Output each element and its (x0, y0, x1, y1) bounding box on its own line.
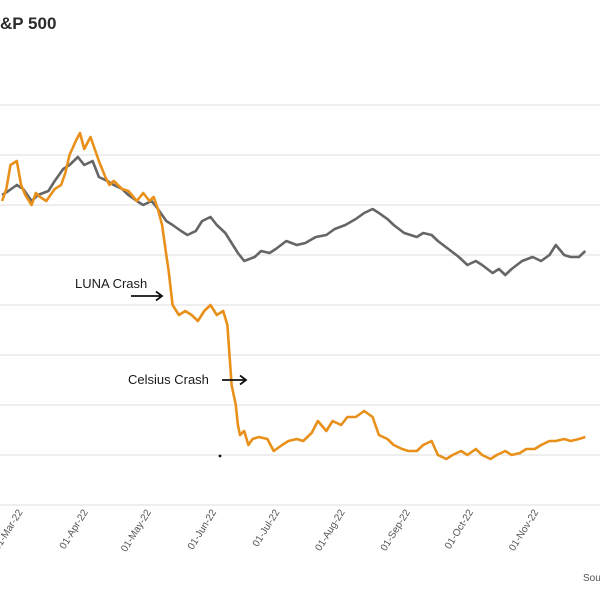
x-tick-label: 01-Jul-22 (251, 507, 283, 549)
annotation-arrowhead (239, 374, 248, 386)
x-tick-label: 01-Nov-22 (507, 507, 541, 553)
series-group (0, 131, 587, 461)
x-tick-label: 01-May-22 (119, 507, 154, 554)
x-tick-label: 01-Sep-22 (379, 507, 413, 553)
x-tick-label: 01-Oct-22 (443, 507, 476, 551)
x-tick-label: 01-Mar-22 (0, 507, 26, 552)
x-axis-ticks: 01-Mar-22 01-Apr-22 01-May-22 01-Jun-22 01-J… (0, 507, 542, 554)
annotation-arrowhead (155, 290, 164, 302)
series-line-gray (1, 155, 587, 277)
grid-group (0, 104, 600, 506)
annotation-label: LUNA Crash (75, 276, 147, 291)
annotation-label: Celsius Crash (128, 372, 209, 387)
chart-title: &P 500 (0, 14, 57, 33)
stray-dot (218, 454, 222, 458)
x-tick-label: 01-Apr-22 (58, 507, 91, 551)
x-tick-label: 01-Aug-22 (314, 507, 348, 553)
x-tick-label: 01-Jun-22 (186, 507, 219, 551)
annotation-group: LUNA Crash Celsius Crash (75, 276, 248, 387)
source-label: Sou (583, 573, 600, 584)
series-line-orange (0, 131, 586, 461)
